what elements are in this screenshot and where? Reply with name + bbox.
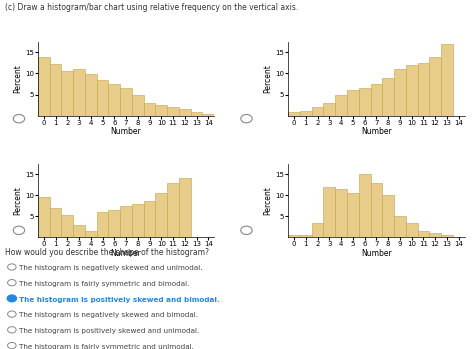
Bar [62,72,73,116]
Bar [441,235,453,237]
X-axis label: Number: Number [361,127,392,136]
Bar [406,223,418,237]
Bar [85,231,97,237]
Bar [441,44,453,116]
Bar [109,84,120,116]
Bar [97,212,109,237]
Bar [382,78,394,116]
Bar [312,223,323,237]
Bar [179,178,191,237]
Text: The histogram is positively skewed and bimodal.: The histogram is positively skewed and b… [19,297,219,303]
Bar [50,64,62,116]
Text: How would you describe the shape of the histogram?: How would you describe the shape of the … [5,248,209,257]
Bar [132,203,144,237]
Bar [155,193,167,237]
Y-axis label: Percent: Percent [263,64,272,93]
Bar [371,84,382,116]
Text: The histogram is negatively skewed and unimodal.: The histogram is negatively skewed and u… [19,265,202,271]
Bar [38,197,50,237]
Bar [97,80,109,116]
Bar [371,183,382,237]
Bar [394,216,406,237]
Bar [429,233,441,237]
X-axis label: Number: Number [111,249,141,258]
Bar [144,103,155,116]
Bar [335,95,347,116]
Text: (c) Draw a histogram/bar chart using relative frequency on the vertical axis.: (c) Draw a histogram/bar chart using rel… [5,3,298,13]
Bar [347,193,359,237]
Bar [120,88,132,116]
Bar [323,187,335,237]
Bar [191,112,202,116]
X-axis label: Number: Number [361,249,392,258]
Bar [312,107,323,116]
Bar [38,57,50,116]
Bar [323,103,335,116]
Bar [144,201,155,237]
Y-axis label: Percent: Percent [263,186,272,215]
Bar [335,189,347,237]
Bar [109,210,120,237]
X-axis label: Number: Number [111,127,141,136]
Bar [347,90,359,116]
Bar [359,88,371,116]
Bar [288,112,300,116]
Bar [406,65,418,116]
Bar [300,235,312,237]
Bar [167,183,179,237]
Bar [202,113,214,116]
Bar [85,74,97,116]
Y-axis label: Percent: Percent [13,64,22,93]
Bar [300,111,312,116]
Bar [73,69,85,116]
Y-axis label: Percent: Percent [13,186,22,215]
Bar [359,174,371,237]
Bar [382,195,394,237]
Bar [132,95,144,116]
Bar [120,206,132,237]
Text: The histogram is fairly symmetric and bimodal.: The histogram is fairly symmetric and bi… [19,281,189,287]
Bar [179,109,191,116]
Bar [418,231,429,237]
Bar [394,69,406,116]
Bar [167,107,179,116]
Bar [429,57,441,116]
Bar [418,63,429,116]
Text: The histogram is negatively skewed and bimodal.: The histogram is negatively skewed and b… [19,312,198,318]
Bar [50,208,62,237]
Bar [288,235,300,237]
Bar [73,225,85,237]
Text: The histogram is fairly symmetric and unimodal.: The histogram is fairly symmetric and un… [19,344,194,349]
Bar [62,215,73,237]
Text: The histogram is positively skewed and unimodal.: The histogram is positively skewed and u… [19,328,199,334]
Bar [155,105,167,116]
